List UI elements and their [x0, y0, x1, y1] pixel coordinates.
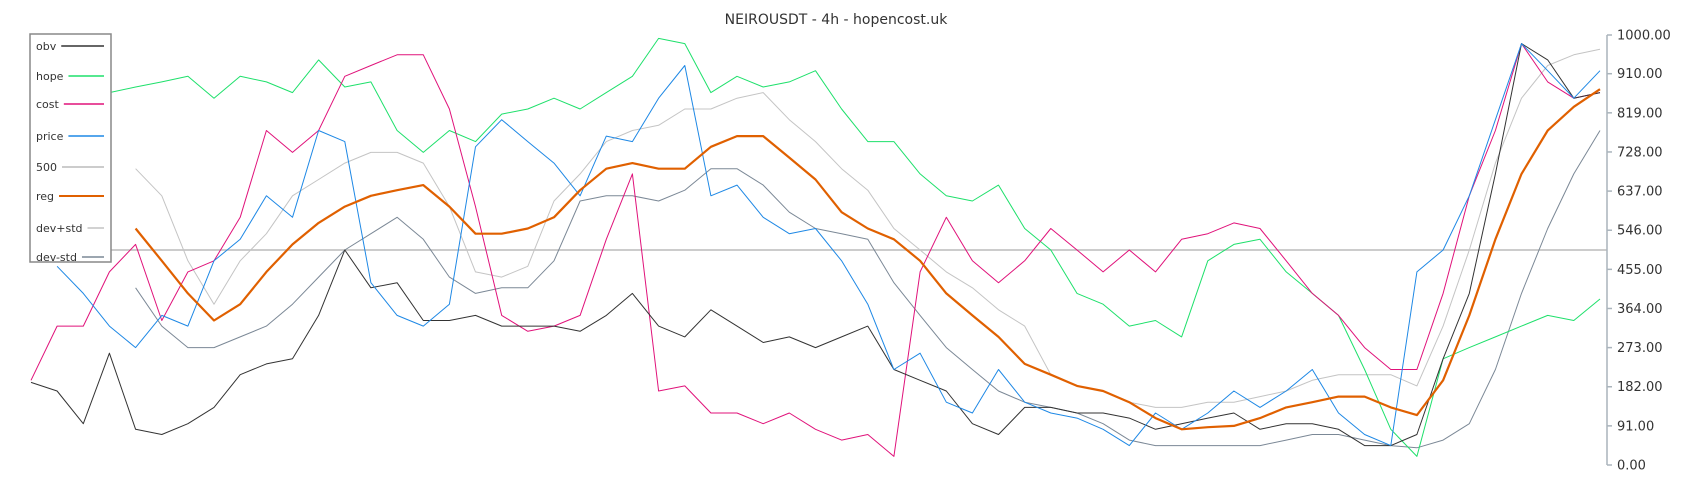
series-cost-line: [30, 43, 1601, 457]
y-tick-label: 0.00: [1617, 459, 1646, 474]
series-dev-std-line: [135, 130, 1601, 449]
legend-label: cost: [36, 98, 60, 111]
series-dev-std-line: [135, 48, 1601, 408]
legend-label: dev+std: [36, 222, 83, 235]
series-reg-line: [134, 88, 1601, 431]
y-tick-label: 455.00: [1617, 263, 1663, 278]
y-tick-label: 637.00: [1617, 185, 1663, 200]
y-tick-label: 1000.00: [1617, 29, 1671, 44]
legend-box: [29, 33, 112, 263]
legend: obv hope cost price 500 reg dev+std dev-std: [29, 33, 112, 264]
y-tick-label: 273.00: [1617, 341, 1663, 356]
legend-label: reg: [36, 190, 54, 203]
legend-label: dev-std: [36, 251, 77, 264]
y-tick-label: 728.00: [1617, 145, 1663, 160]
series-hope-line: [30, 37, 1601, 457]
legend-label: 500: [36, 161, 57, 174]
y-tick-label: 819.00: [1617, 106, 1663, 121]
legend-label: hope: [36, 70, 64, 83]
y-tick-label: 364.00: [1617, 302, 1663, 317]
y-tick-label: 91.00: [1617, 419, 1654, 434]
legend-label: price: [36, 130, 64, 143]
chart-title: NEIROUSDT - 4h - hopencost.uk: [725, 12, 949, 28]
series-layer: [30, 37, 1607, 457]
y-tick-label: 182.00: [1617, 380, 1663, 395]
y-tick-label: 910.00: [1617, 67, 1663, 82]
series-obv-line: [30, 43, 1601, 447]
y-axis: 1000.00 910.00 819.00 728.00 637.00 546.00 455…: [1606, 29, 1671, 474]
legend-label: obv: [36, 40, 57, 53]
y-tick-label: 546.00: [1617, 224, 1663, 239]
series-price-line: [56, 43, 1601, 447]
